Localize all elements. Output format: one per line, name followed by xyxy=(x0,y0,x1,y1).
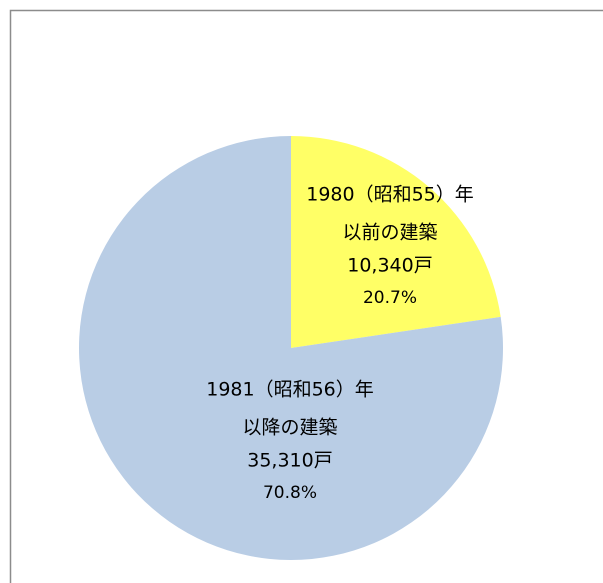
slice-label: 1981（昭和56）年 xyxy=(206,379,374,401)
value-label: 35,310戸 xyxy=(247,450,332,472)
value-label: 10,340戸 xyxy=(347,255,432,277)
percentage-label: 70.8% xyxy=(263,483,317,503)
slice-label: 以前の建築 xyxy=(342,222,437,244)
percentage-label: 20.7% xyxy=(363,288,417,308)
pie-slice xyxy=(291,136,501,348)
slice-label: 以降の建築 xyxy=(242,417,337,439)
slice-label: 1980（昭和55）年 xyxy=(306,184,474,206)
pie-slice xyxy=(78,136,504,560)
